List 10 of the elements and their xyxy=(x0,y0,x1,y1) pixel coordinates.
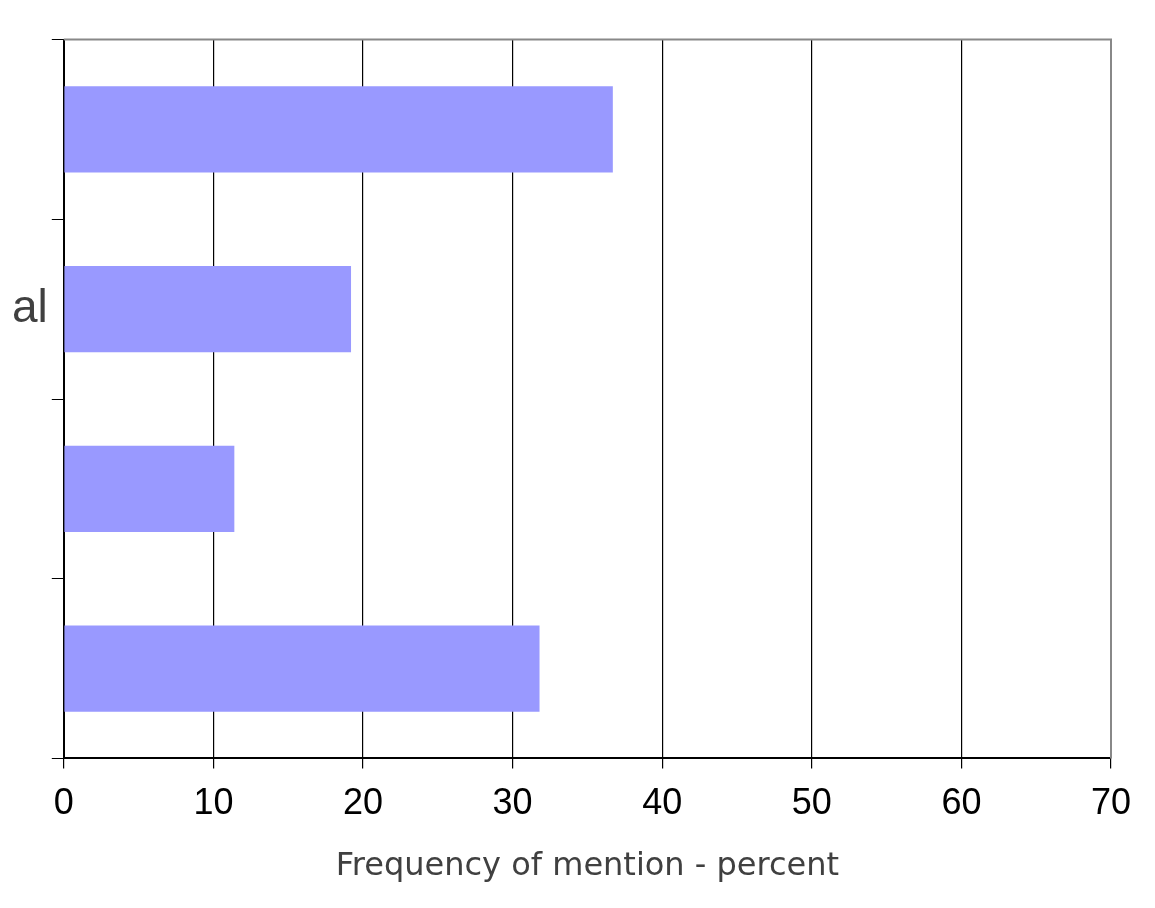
x-axis-title: Frequency of mention - percent xyxy=(335,845,840,884)
x-tick-label: 30 xyxy=(492,780,533,822)
x-tick-label: 40 xyxy=(642,780,683,822)
y-tick-label: al xyxy=(11,279,48,332)
x-tick-label: 10 xyxy=(193,780,234,822)
x-tick-label: 20 xyxy=(342,780,384,822)
x-tick-label: 60 xyxy=(941,780,982,822)
x-tick-label: 70 xyxy=(1090,780,1132,822)
x-tick-label: 50 xyxy=(791,780,832,822)
x-tick-label: 0 xyxy=(53,780,74,822)
